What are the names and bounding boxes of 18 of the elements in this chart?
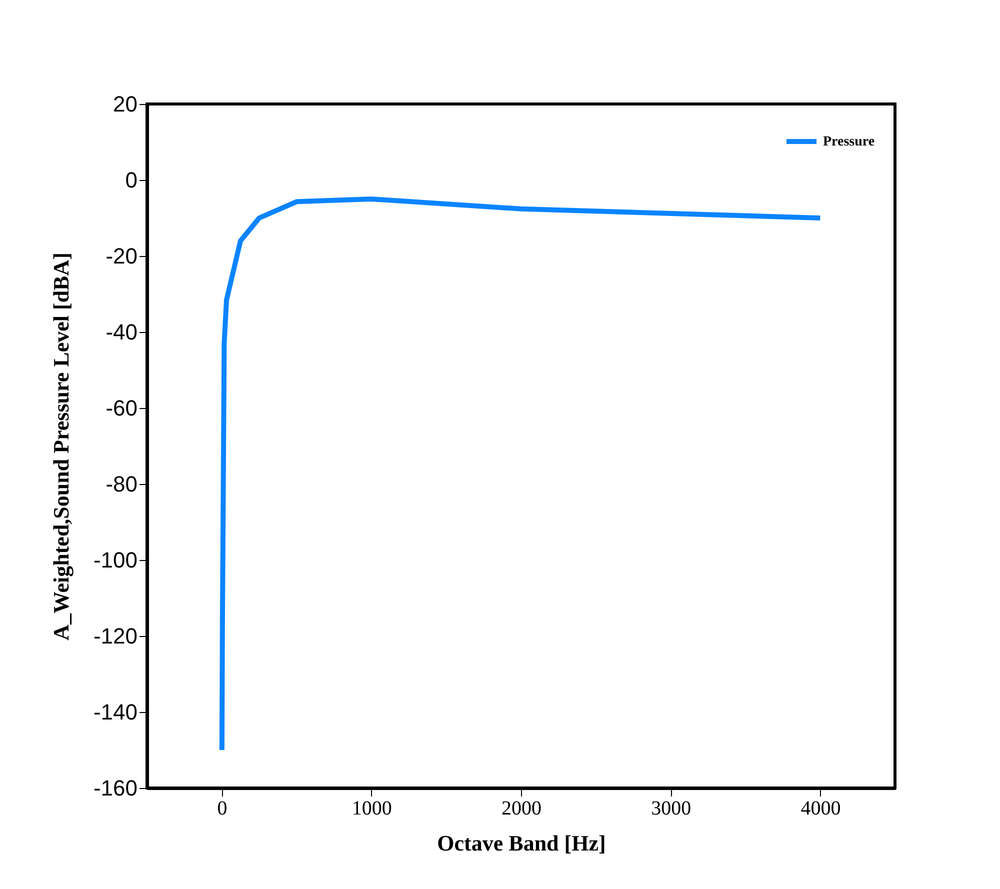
y-tick-label: -60	[106, 396, 138, 420]
legend-label: Pressure	[823, 134, 875, 150]
y-tick-label: -80	[106, 472, 138, 496]
x-tick-label: 2000	[502, 798, 542, 820]
x-tick-label: 4000	[800, 798, 841, 820]
x-tick-label: 3000	[651, 798, 692, 820]
y-axis-title: A_Weighted,Sound Pressure Level [dBA]	[48, 252, 74, 640]
y-tick-label: -160	[93, 776, 138, 800]
x-tick-label: 1000	[352, 798, 392, 820]
y-tick-label: -140	[93, 700, 138, 724]
y-tick-label: 0	[125, 168, 138, 192]
y-tick-label: -20	[106, 244, 138, 268]
x-axis-title: Octave Band [Hz]	[437, 830, 606, 856]
y-tick-label: 20	[113, 92, 138, 116]
y-tick-label: -40	[106, 320, 138, 344]
y-tick-label: -100	[93, 548, 138, 572]
x-tick-label: 0	[217, 798, 228, 820]
y-tick-label: -120	[93, 624, 138, 648]
